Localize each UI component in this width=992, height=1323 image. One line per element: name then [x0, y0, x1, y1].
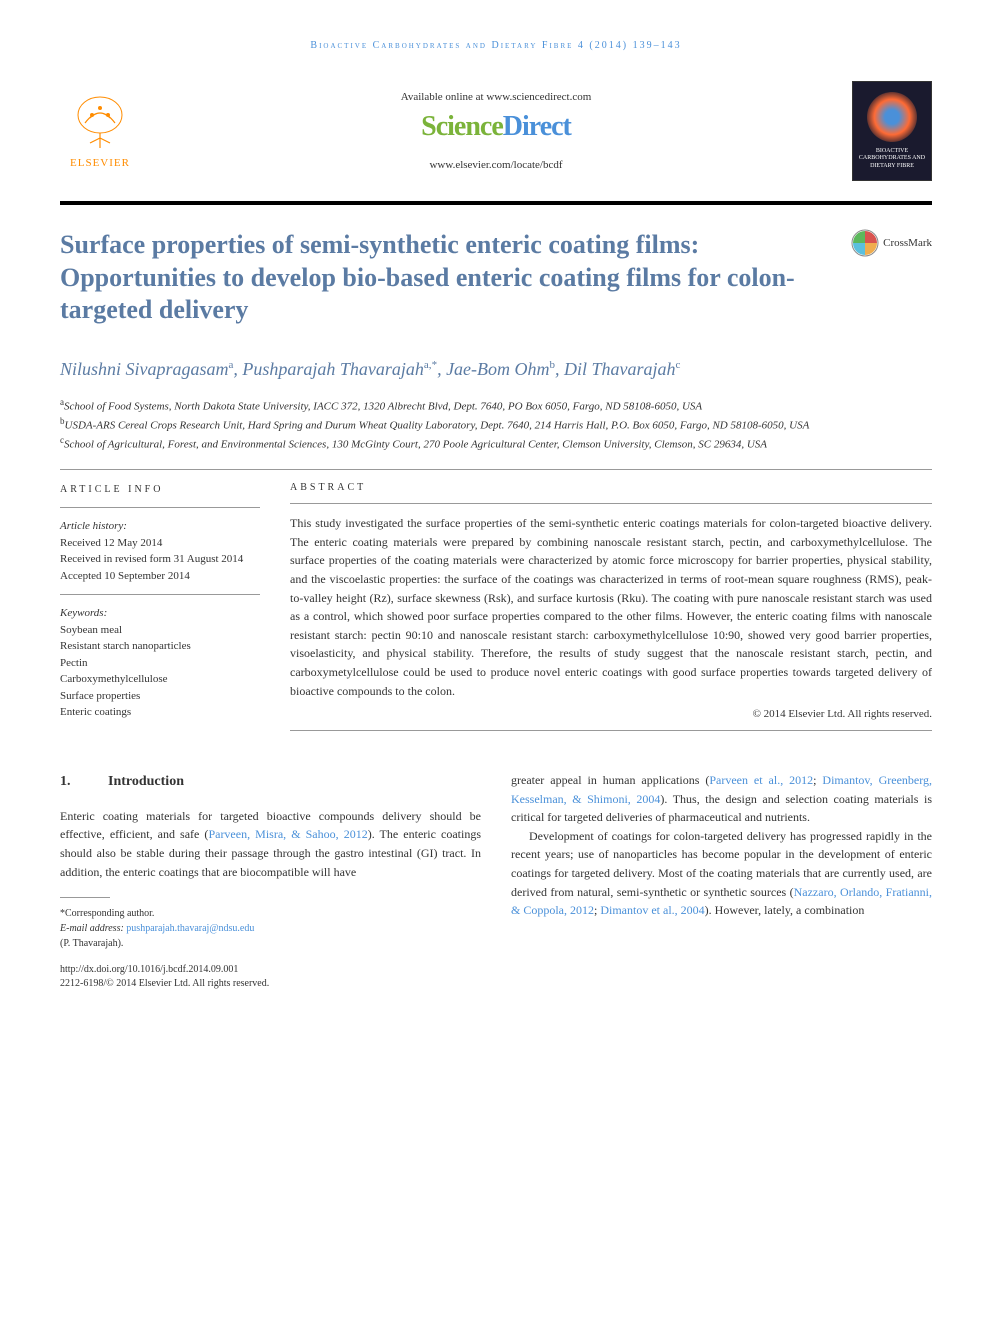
history-label: Article history: — [60, 518, 260, 535]
column-left: 1.Introduction Enteric coating materials… — [60, 771, 481, 991]
intro-paragraph-1-cont: greater appeal in human applications (Pa… — [511, 771, 932, 827]
author-2-corr: * — [432, 359, 438, 371]
email-line: E-mail address: pushparajah.thavaraj@nds… — [60, 921, 481, 936]
keyword-5: Surface properties — [60, 688, 260, 705]
intro-paragraph-1: Enteric coating materials for targeted b… — [60, 807, 481, 881]
abstract-copyright: © 2014 Elsevier Ltd. All rights reserved… — [290, 708, 932, 720]
history-received: Received 12 May 2014 — [60, 535, 260, 552]
author-3: Jae-Bom Ohm — [446, 359, 549, 379]
keyword-4: Carboxymethylcellulose — [60, 671, 260, 688]
affiliation-b: bUSDA-ARS Cereal Crops Research Unit, Ha… — [60, 415, 932, 434]
corresponding-email[interactable]: pushparajah.thavaraj@ndsu.edu — [126, 923, 254, 934]
info-divider — [60, 594, 260, 595]
corr-author-name: (P. Thavarajah). — [60, 936, 481, 951]
journal-cover-image — [867, 92, 917, 142]
journal-locate-url: www.elsevier.com/locate/bcdf — [140, 159, 852, 171]
keyword-6: Enteric coatings — [60, 704, 260, 721]
journal-cover-title: BIOACTIVE CARBOHYDRATES AND DIETARY FIBR… — [853, 148, 931, 170]
sd-science-text: Science — [421, 111, 503, 142]
issn-copyright: 2212-6198/© 2014 Elsevier Ltd. All right… — [60, 977, 481, 991]
author-4-aff: c — [676, 359, 681, 371]
c2p1a: greater appeal in human applications ( — [511, 773, 709, 787]
column-right: greater appeal in human applications (Pa… — [511, 771, 932, 991]
elsevier-logo: ELSEVIER — [60, 86, 140, 176]
footnote-divider — [60, 897, 110, 898]
author-2: Pushparajah Thavarajah — [242, 359, 424, 379]
aff-a-text: School of Food Systems, North Dakota Sta… — [64, 400, 702, 412]
c2p2b: ). However, lately, a combination — [705, 903, 865, 917]
info-divider — [60, 507, 260, 508]
intro-paragraph-2: Development of coatings for colon-target… — [511, 827, 932, 920]
keywords-label: Keywords: — [60, 605, 260, 622]
corresponding-author: *Corresponding author. — [60, 906, 481, 921]
elsevier-text: ELSEVIER — [70, 157, 130, 169]
abstract-block: ABSTRACT This study investigated the sur… — [290, 482, 932, 741]
keyword-3: Pectin — [60, 655, 260, 672]
section-1-title: Introduction — [108, 774, 184, 789]
section-1-heading: 1.Introduction — [60, 771, 481, 793]
elsevier-tree-icon — [70, 93, 130, 153]
running-header: Bioactive Carbohydrates and Dietary Fibr… — [60, 40, 932, 51]
masthead-center: Available online at www.sciencedirect.co… — [140, 91, 852, 171]
keyword-2: Resistant starch nanoparticles — [60, 638, 260, 655]
history-revised: Received in revised form 31 August 2014 — [60, 551, 260, 568]
aff-b-text: USDA-ARS Cereal Crops Research Unit, Har… — [65, 420, 810, 432]
corr-text: Corresponding author. — [65, 908, 154, 919]
footnotes: *Corresponding author. E-mail address: p… — [60, 906, 481, 951]
abstract-end-divider — [290, 730, 932, 731]
affiliation-c: cSchool of Agricultural, Forest, and Env… — [60, 434, 932, 453]
author-1-aff: a — [229, 359, 234, 371]
author-4: Dil Thavarajah — [564, 359, 676, 379]
body-columns: 1.Introduction Enteric coating materials… — [60, 771, 932, 991]
masthead: ELSEVIER Available online at www.science… — [60, 71, 932, 205]
journal-cover: BIOACTIVE CARBOHYDRATES AND DIETARY FIBR… — [852, 81, 932, 181]
section-1-number: 1. — [60, 771, 108, 793]
title-block: Surface properties of semi-synthetic ent… — [60, 209, 932, 337]
abstract-divider — [290, 503, 932, 504]
crossmark-badge[interactable]: CrossMark — [851, 229, 932, 257]
abstract-heading: ABSTRACT — [290, 482, 932, 493]
ref-parveen-2012b[interactable]: Parveen et al., 2012 — [709, 773, 813, 787]
crossmark-icon — [851, 229, 879, 257]
available-online-text: Available online at www.sciencedirect.co… — [140, 91, 852, 103]
crossmark-label: CrossMark — [883, 237, 932, 249]
history-accepted: Accepted 10 September 2014 — [60, 568, 260, 585]
affiliations: aSchool of Food Systems, North Dakota St… — [60, 396, 932, 453]
authors-line: Nilushni Sivapragasam a, Pushparajah Thav… — [60, 357, 932, 382]
author-3-aff: b — [550, 359, 556, 371]
keyword-1: Soybean meal — [60, 622, 260, 639]
divider — [60, 469, 932, 470]
ref-dimantov-2004b[interactable]: Dimantov et al., 2004 — [600, 903, 704, 917]
article-info-heading: ARTICLE INFO — [60, 482, 260, 497]
author-1: Nilushni Sivapragasam — [60, 359, 229, 379]
aff-c-text: School of Agricultural, Forest, and Envi… — [64, 439, 767, 451]
article-title: Surface properties of semi-synthetic ent… — [60, 229, 851, 327]
sd-direct-text: Direct — [503, 111, 571, 142]
abstract-text: This study investigated the surface prop… — [290, 514, 932, 700]
doi-url: http://dx.doi.org/10.1016/j.bcdf.2014.09… — [60, 963, 481, 977]
doi-block: http://dx.doi.org/10.1016/j.bcdf.2014.09… — [60, 963, 481, 991]
email-label: E-mail address: — [60, 923, 126, 934]
sciencedirect-logo: ScienceDirect — [140, 111, 852, 143]
ref-parveen-2012[interactable]: Parveen, Misra, & Sahoo, 2012 — [208, 827, 367, 841]
affiliation-a: aSchool of Food Systems, North Dakota St… — [60, 396, 932, 415]
article-info: ARTICLE INFO Article history: Received 1… — [60, 482, 260, 741]
author-2-aff: a, — [424, 359, 432, 371]
info-abstract-row: ARTICLE INFO Article history: Received 1… — [60, 482, 932, 741]
